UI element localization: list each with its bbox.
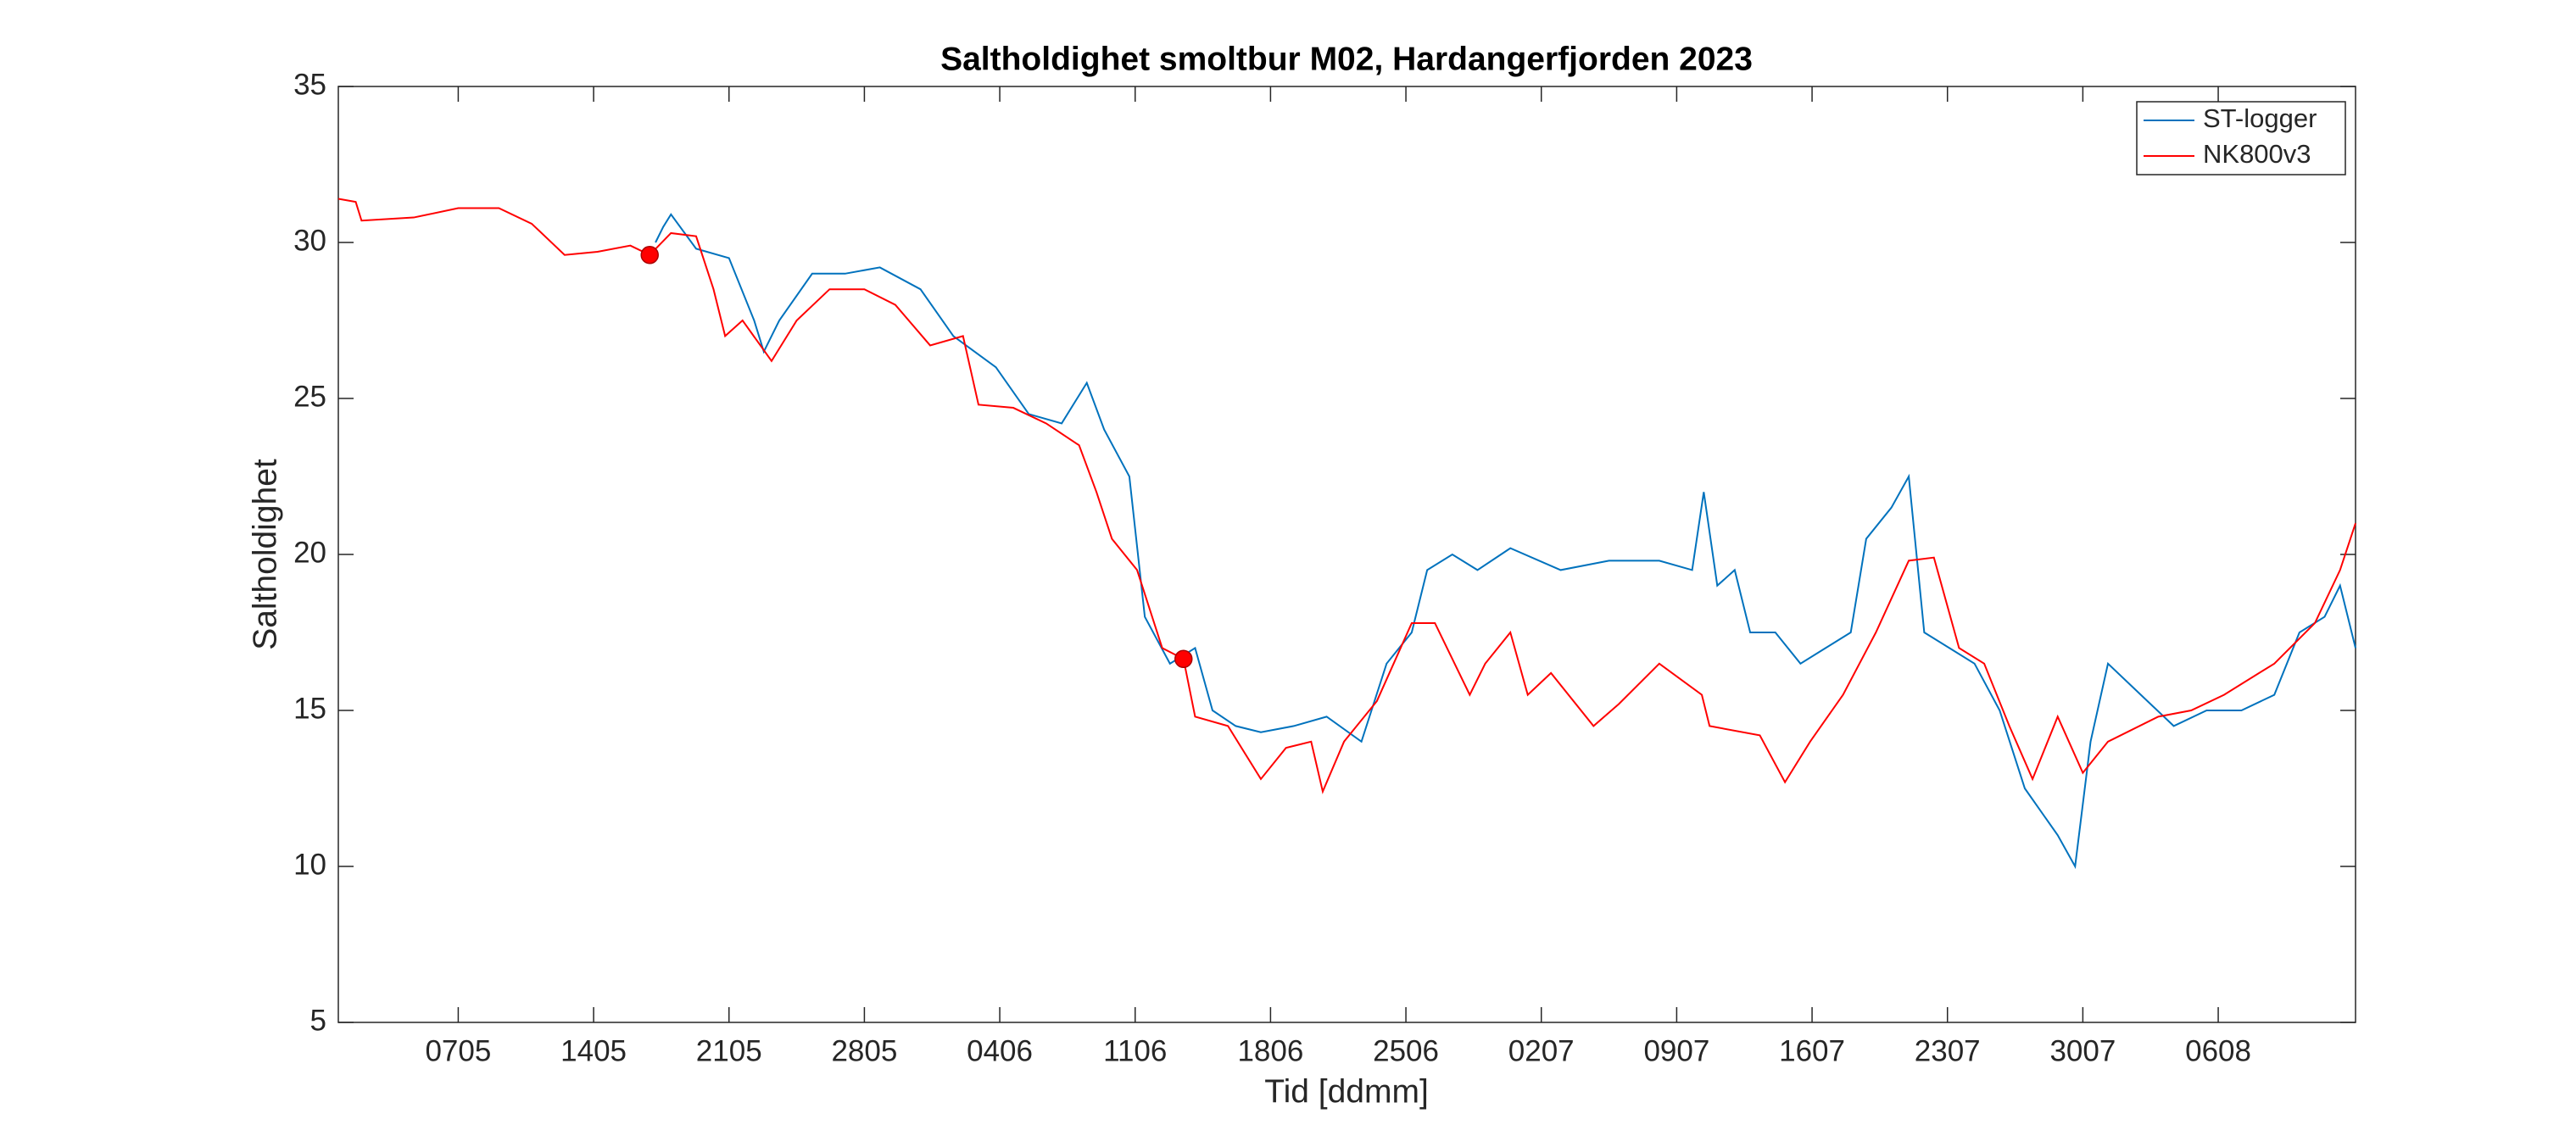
x-axis-label: Tid [ddmm] <box>1264 1073 1429 1110</box>
plot-area <box>337 86 2356 1023</box>
y-tick-label: 35 <box>293 68 326 101</box>
x-tick-label: 1405 <box>560 1034 627 1067</box>
x-tick-label: 0207 <box>1508 1034 1575 1067</box>
y-axis-label: Saltholdighet <box>247 459 283 650</box>
marker <box>640 245 659 265</box>
x-tick-label: 1607 <box>1779 1034 1845 1067</box>
y-tick-label: 25 <box>293 380 326 413</box>
marker <box>1174 649 1193 669</box>
x-tick-label: 0705 <box>425 1034 491 1067</box>
legend-box <box>2136 101 2346 175</box>
x-tick-label: 0608 <box>2185 1034 2251 1067</box>
y-tick-label: 20 <box>293 536 326 569</box>
y-tick-label: 30 <box>293 224 326 257</box>
y-tick-label: 15 <box>293 692 326 725</box>
x-tick-label: 0907 <box>1643 1034 1709 1067</box>
x-tick-label: 1806 <box>1237 1034 1303 1067</box>
x-tick-label: 2105 <box>696 1034 762 1067</box>
legend-label: ST-logger <box>2203 103 2317 133</box>
x-tick-label: 2506 <box>1373 1034 1439 1067</box>
x-tick-label: 1106 <box>1103 1034 1167 1067</box>
series-line <box>337 198 2356 794</box>
series-line <box>655 213 2356 870</box>
x-tick-label: 0406 <box>967 1034 1033 1067</box>
y-tick-label: 10 <box>293 848 326 881</box>
legend-label: NK800v3 <box>2203 139 2311 169</box>
x-tick-label: 3007 <box>2049 1034 2116 1067</box>
x-tick-label: 2805 <box>831 1034 897 1067</box>
y-tick-label: 5 <box>310 1004 326 1037</box>
x-tick-label: 2307 <box>1915 1034 1981 1067</box>
chart-title: Saltholdighet smoltbur M02, Hardangerfjo… <box>940 41 1753 77</box>
